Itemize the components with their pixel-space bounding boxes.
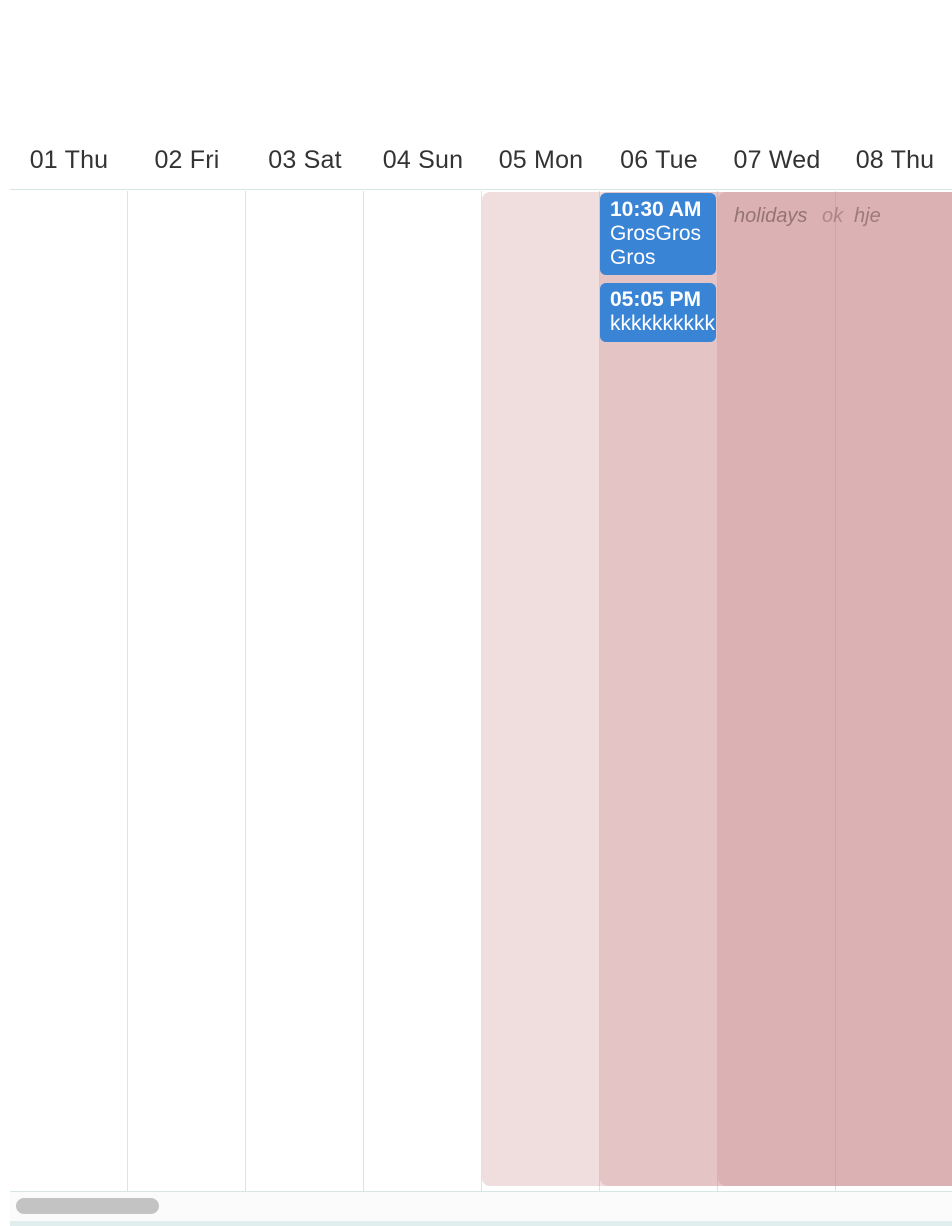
day-column-01[interactable] xyxy=(10,191,128,1191)
background-event-band[interactable] xyxy=(718,192,952,1186)
day-column-04[interactable] xyxy=(364,191,482,1191)
background-event-label: holidays xyxy=(734,205,808,227)
background-event-band[interactable] xyxy=(600,192,952,1186)
day-column-03[interactable] xyxy=(246,191,364,1191)
background-event-band[interactable] xyxy=(482,192,952,1186)
day-header-08[interactable]: 08 Thu xyxy=(855,145,935,174)
event-title: GrosGros Gros xyxy=(610,222,702,269)
day-header-04[interactable]: 04 Sun xyxy=(382,145,464,174)
day-column-06[interactable] xyxy=(600,191,718,1191)
event-time: 10:30 AM xyxy=(610,198,702,221)
day-header-03[interactable]: 03 Sat xyxy=(268,145,342,174)
scrollbar-track xyxy=(10,1221,952,1226)
day-header-06[interactable]: 06 Tue xyxy=(620,145,698,174)
event-card[interactable]: 10:30 AM GrosGros Gros xyxy=(600,193,716,275)
event-card[interactable]: 05:05 PM kkkkkkkkkk xyxy=(600,283,716,342)
background-event-label: hje xyxy=(854,205,881,227)
event-title: kkkkkkkkkk xyxy=(610,312,715,335)
day-header-05[interactable]: 05 Mon xyxy=(498,145,584,174)
scrollbar-thumb[interactable] xyxy=(16,1198,159,1214)
day-column-07[interactable] xyxy=(718,191,836,1191)
horizontal-scrollbar[interactable] xyxy=(10,1191,952,1226)
day-header-row: 01 Thu 02 Fri 03 Sat 04 Sun 05 Mon 06 Tu… xyxy=(10,130,952,190)
day-header-02[interactable]: 02 Fri xyxy=(154,145,220,174)
day-header-01[interactable]: 01 Thu xyxy=(29,145,109,174)
event-time: 05:05 PM xyxy=(610,288,702,311)
day-column-05[interactable] xyxy=(482,191,600,1191)
calendar-grid: holidays ok hje 10:30 AM GrosGros Gros 0… xyxy=(10,191,952,1191)
background-event-label: ok xyxy=(822,205,844,227)
day-column-02[interactable] xyxy=(128,191,246,1191)
day-header-07[interactable]: 07 Wed xyxy=(733,145,821,174)
